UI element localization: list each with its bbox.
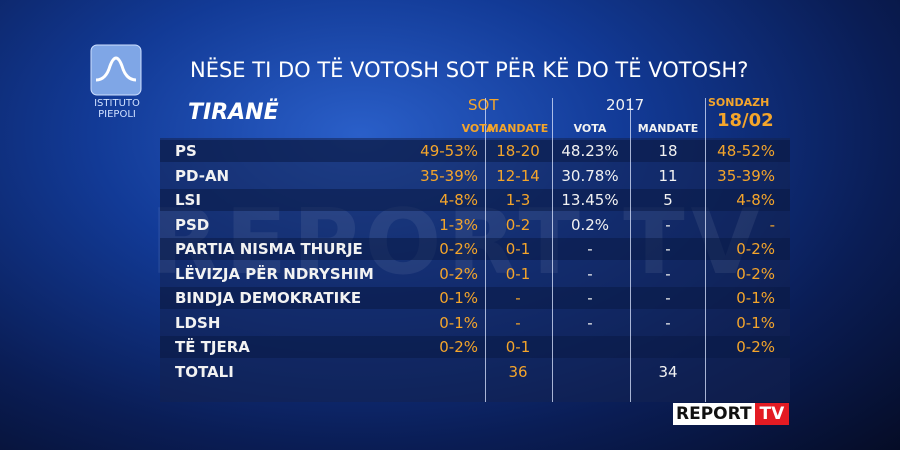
title: NËSE TI DO TË VOTOSH SOT PËR KË DO TË VO… <box>190 58 749 82</box>
table-cell: 0-2% <box>736 338 775 356</box>
table-cell: - <box>665 264 671 283</box>
logo-text: ISTITUTO <box>94 98 140 109</box>
table-cell: - <box>769 215 775 234</box>
table-cell: 0-1 <box>505 338 531 356</box>
table-cell: - <box>665 215 671 234</box>
subheader: MANDATE <box>637 122 699 135</box>
brand: REPORT TV <box>673 403 790 425</box>
logo-text: PIEPOLI <box>98 109 136 120</box>
table-cell: 0-2% <box>439 338 478 356</box>
row-band <box>160 238 790 260</box>
party-name: LËVIZJA PËR NDRYSHIM <box>175 264 374 283</box>
table-cell: 18-20 <box>496 142 540 160</box>
table-cell: 18 <box>658 142 678 160</box>
table-cell: 0.2% <box>570 215 610 234</box>
row-band <box>160 140 790 162</box>
table-cell: 0-2% <box>736 240 775 258</box>
table-cell: 0-2% <box>736 264 775 283</box>
table-cell: - <box>587 264 593 283</box>
table-cell: 4-8% <box>439 191 478 209</box>
party-name: PSD <box>175 215 210 234</box>
table-cell: 4-8% <box>736 191 775 209</box>
table-cell: 34 <box>658 362 678 381</box>
group-header: 2017 <box>606 96 645 114</box>
table-cell: 0-1% <box>736 313 775 332</box>
table-cell: 13.45% <box>561 191 619 209</box>
brand-report: REPORT <box>673 403 755 425</box>
table-cell: - <box>665 289 671 307</box>
table-cell: 0-1% <box>736 289 775 307</box>
table-cell: 0-2 <box>505 215 531 234</box>
table-panel <box>160 138 790 402</box>
subheader: MANDATE <box>487 122 549 135</box>
table-cell: - <box>587 240 593 258</box>
table-cell: 35-39% <box>420 166 478 185</box>
column-separator <box>630 98 631 402</box>
party-name: LDSH <box>175 313 221 332</box>
table-cell: - <box>515 313 521 332</box>
party-name: BINDJA DEMOKRATIKE <box>175 289 362 307</box>
table-cell: 0-1% <box>439 289 478 307</box>
row-band <box>160 189 790 211</box>
table-cell: - <box>665 313 671 332</box>
table-cell: 11 <box>658 166 678 185</box>
subheader: VOTA <box>573 122 607 135</box>
party-name: LSI <box>175 191 201 209</box>
table-cell: - <box>515 289 521 307</box>
table-cell: 0-2% <box>439 240 478 258</box>
row-band <box>160 287 790 309</box>
table-cell: 0-1 <box>505 240 531 258</box>
party-name: PARTIA NISMA THURJE <box>175 240 363 258</box>
city: TIRANË <box>188 100 279 125</box>
table-cell: 48.23% <box>561 142 619 160</box>
table-cell: 1-3% <box>439 215 478 234</box>
table-cell: - <box>587 289 593 307</box>
group-header: SONDAZH <box>708 96 770 109</box>
table-cell: 49-53% <box>420 142 478 160</box>
logo-icon <box>90 44 142 96</box>
party-name: PD-AN <box>175 166 230 185</box>
table-cell: 12-14 <box>496 166 540 185</box>
table-cell: 0-1 <box>505 264 531 283</box>
column-separator <box>705 98 706 402</box>
table-cell: 0-2% <box>439 264 478 283</box>
row-band <box>160 336 790 358</box>
group-header: SOT <box>468 96 499 114</box>
table-cell: 1-3 <box>505 191 531 209</box>
party-name: TOTALI <box>175 362 234 381</box>
table-cell: - <box>665 240 671 258</box>
party-name: TË TJERA <box>175 338 250 356</box>
column-separator <box>552 98 553 402</box>
subheader: VOTA <box>461 122 495 135</box>
table-cell: 30.78% <box>561 166 619 185</box>
party-name: PS <box>175 142 197 160</box>
table-cell: 48-52% <box>717 142 775 160</box>
table-cell: 36 <box>508 362 528 381</box>
table-cell: - <box>587 313 593 332</box>
group-date: 18/02 <box>717 110 774 131</box>
table-cell: 5 <box>663 191 673 209</box>
column-separator <box>485 98 486 402</box>
table-cell: 0-1% <box>439 313 478 332</box>
table-cell: 35-39% <box>717 166 775 185</box>
brand-tv: TV <box>754 403 790 425</box>
